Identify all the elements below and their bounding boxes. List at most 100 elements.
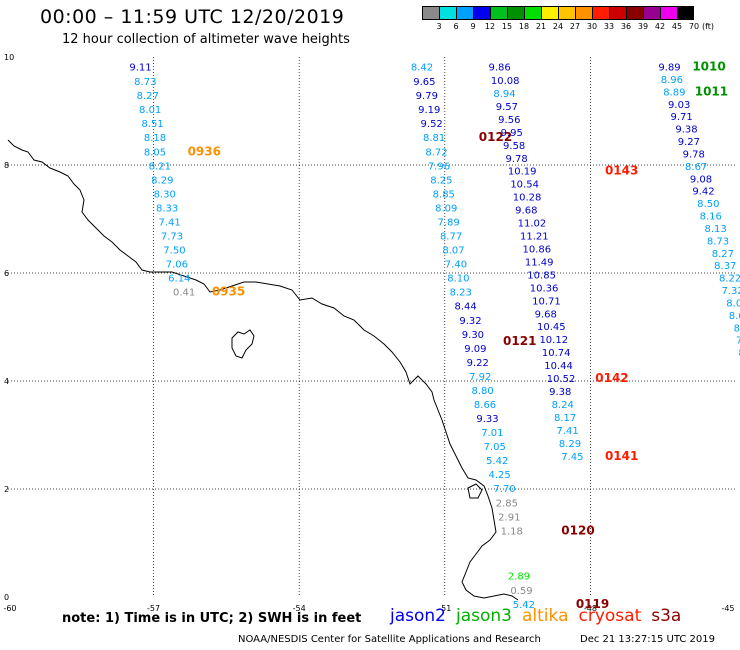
wave-height-value: 8.73: [707, 236, 729, 247]
wave-height-value: 11.21: [520, 232, 549, 243]
wave-height-value: 9.22: [467, 358, 489, 369]
wave-height-value: 10.54: [510, 180, 539, 191]
wave-height-value: 8.17: [554, 413, 576, 424]
pass-time-label: 1011: [695, 84, 728, 98]
wave-height-value: 5.42: [513, 600, 535, 611]
wave-height-value: 8.81: [423, 133, 445, 144]
pass-time-label: 1010: [692, 60, 725, 74]
legend-tick-label: 33: [603, 22, 615, 31]
wave-height-value: 2.91: [498, 512, 520, 523]
satellite-legend-item: cryosat: [578, 606, 642, 626]
legend-swatch: [558, 6, 575, 20]
credit-line: NOAA/NESDIS Center for Satellite Applica…: [238, 634, 541, 645]
wave-height-value: 11.02: [518, 219, 547, 230]
legend-swatch: [473, 6, 490, 20]
wave-height-value: 8.66: [474, 400, 496, 411]
wave-height-value: 9.58: [503, 141, 525, 152]
legend-swatch: [643, 6, 660, 20]
coastline: [7, 139, 519, 601]
pass-time-label: 0119: [576, 597, 609, 611]
pass-time-label: 0143: [605, 164, 638, 178]
legend-swatch: [422, 6, 439, 20]
satellite-legend: jason2 jason3 altika cryosat s3a: [390, 606, 681, 626]
marajo-island: [231, 329, 255, 359]
track-right: 9.898.968.89 9.039.71 9.389.279.78 8.679.08…: [658, 60, 740, 360]
satellite-legend-item: jason2: [390, 606, 446, 626]
wave-height-value: 8.72: [425, 147, 447, 158]
wave-height-value: 9.27: [678, 137, 700, 148]
wave-height-value: 8.33: [156, 203, 178, 214]
track-altika: 9.11 8.73 8.27 8.01 8.51 8.18 8.05 8.21 8.29 8.30…: [129, 63, 245, 299]
wave-height-value: 8.44: [455, 302, 477, 313]
wave-height-value: 9.08: [690, 174, 712, 185]
legend-swatch: [439, 6, 456, 20]
wave-height-value: 9.68: [515, 206, 537, 217]
wave-height-value: 9.09: [464, 344, 486, 355]
wave-height-value: 8.77: [440, 232, 462, 243]
wave-height-value: 8.07: [442, 246, 464, 257]
wave-height-value: 10.44: [544, 361, 573, 372]
altimeter-tracks: 9.11 8.73 8.27 8.01 8.51 8.18 8.05 8.21 8.29 8.30…: [129, 60, 740, 611]
wave-height-value: 10.12: [539, 335, 568, 346]
wave-height-value: 9.86: [488, 63, 510, 74]
wave-height-value: 8.21: [149, 161, 171, 172]
axis-labels: -60 -57 -54 -51 -48 -45 10 8 6 4 2 0: [3, 53, 734, 613]
wave-height-value: 7.40: [445, 260, 467, 271]
pass-time-label: 0122: [479, 130, 512, 144]
wave-height-value: 8.18: [144, 133, 166, 144]
lon-tick-label: -45: [721, 604, 734, 613]
wave-height-value: 10.85: [527, 270, 556, 281]
wave-height-value: 0.59: [510, 586, 532, 597]
wave-height-value: 9.33: [476, 414, 498, 425]
river-island: [467, 483, 483, 499]
wave-height-value: 7.89: [438, 217, 460, 228]
wave-height-value: 9.11: [129, 63, 151, 74]
wave-height-value: 8.07: [726, 298, 740, 309]
legend-swatch: [490, 6, 507, 20]
legend-tick-label: 21: [535, 22, 547, 31]
map-title: 00:00 – 11:59 UTC 12/20/2019: [40, 6, 345, 28]
wave-height-value: 9.95: [501, 128, 523, 139]
wave-height-value: 8.25: [430, 175, 452, 186]
wave-height-value: 8.05: [734, 323, 740, 334]
wave-height-value: 8.29: [151, 175, 173, 186]
wave-height-value: 9.03: [668, 100, 690, 111]
wave-height-value: 9.38: [675, 125, 697, 136]
wave-height-value: 9.78: [683, 149, 705, 160]
wave-height-value: 8.96: [661, 75, 683, 86]
wave-height-value: 8.29: [559, 439, 581, 450]
wave-height-value: 2.85: [496, 498, 518, 509]
wave-height-value: 8.80: [471, 386, 493, 397]
wave-height-value: 9.19: [418, 105, 440, 116]
wave-height-value: 8.94: [493, 89, 515, 100]
legend-tick-label: 42: [654, 22, 666, 31]
wave-height-value: 8.63: [729, 311, 740, 322]
wave-height-value: 7.45: [561, 452, 583, 463]
wave-height-value: 10.08: [491, 76, 520, 87]
lon-tick-label: -54: [293, 604, 306, 613]
satellite-legend-item: jason3: [456, 606, 512, 626]
pass-time-label: 0120: [561, 523, 594, 537]
wave-height-value: 8.23: [450, 288, 472, 299]
satellite-legend-item: altika: [522, 606, 569, 626]
wave-height-value: 8.27: [137, 91, 159, 102]
pass-time-label: 0935: [212, 285, 245, 299]
wave-height-value: 8.50: [697, 199, 719, 210]
legend-swatch: [626, 6, 643, 20]
wave-height-value: 8.37: [714, 261, 736, 272]
wave-height-value: 8.13: [704, 224, 726, 235]
wave-height-value: 8.09: [435, 203, 457, 214]
lat-tick-label: 8: [4, 161, 9, 170]
lat-tick-label: 0: [4, 593, 9, 602]
lat-tick-label: 2: [4, 485, 9, 494]
wave-height-value: 10.36: [530, 283, 559, 294]
legend-tick-label: 15: [501, 22, 513, 31]
lat-tick-label: 6: [4, 269, 9, 278]
wave-height-value: 9.79: [416, 91, 438, 102]
satellite-legend-item: s3a: [651, 606, 682, 626]
wave-height-value: 7.92: [469, 372, 491, 383]
wave-height-value: 8.67: [685, 162, 707, 173]
wave-height-value: 9.52: [421, 119, 443, 130]
legend-swatch: [592, 6, 609, 20]
wave-height-value: 6.14: [168, 274, 190, 285]
